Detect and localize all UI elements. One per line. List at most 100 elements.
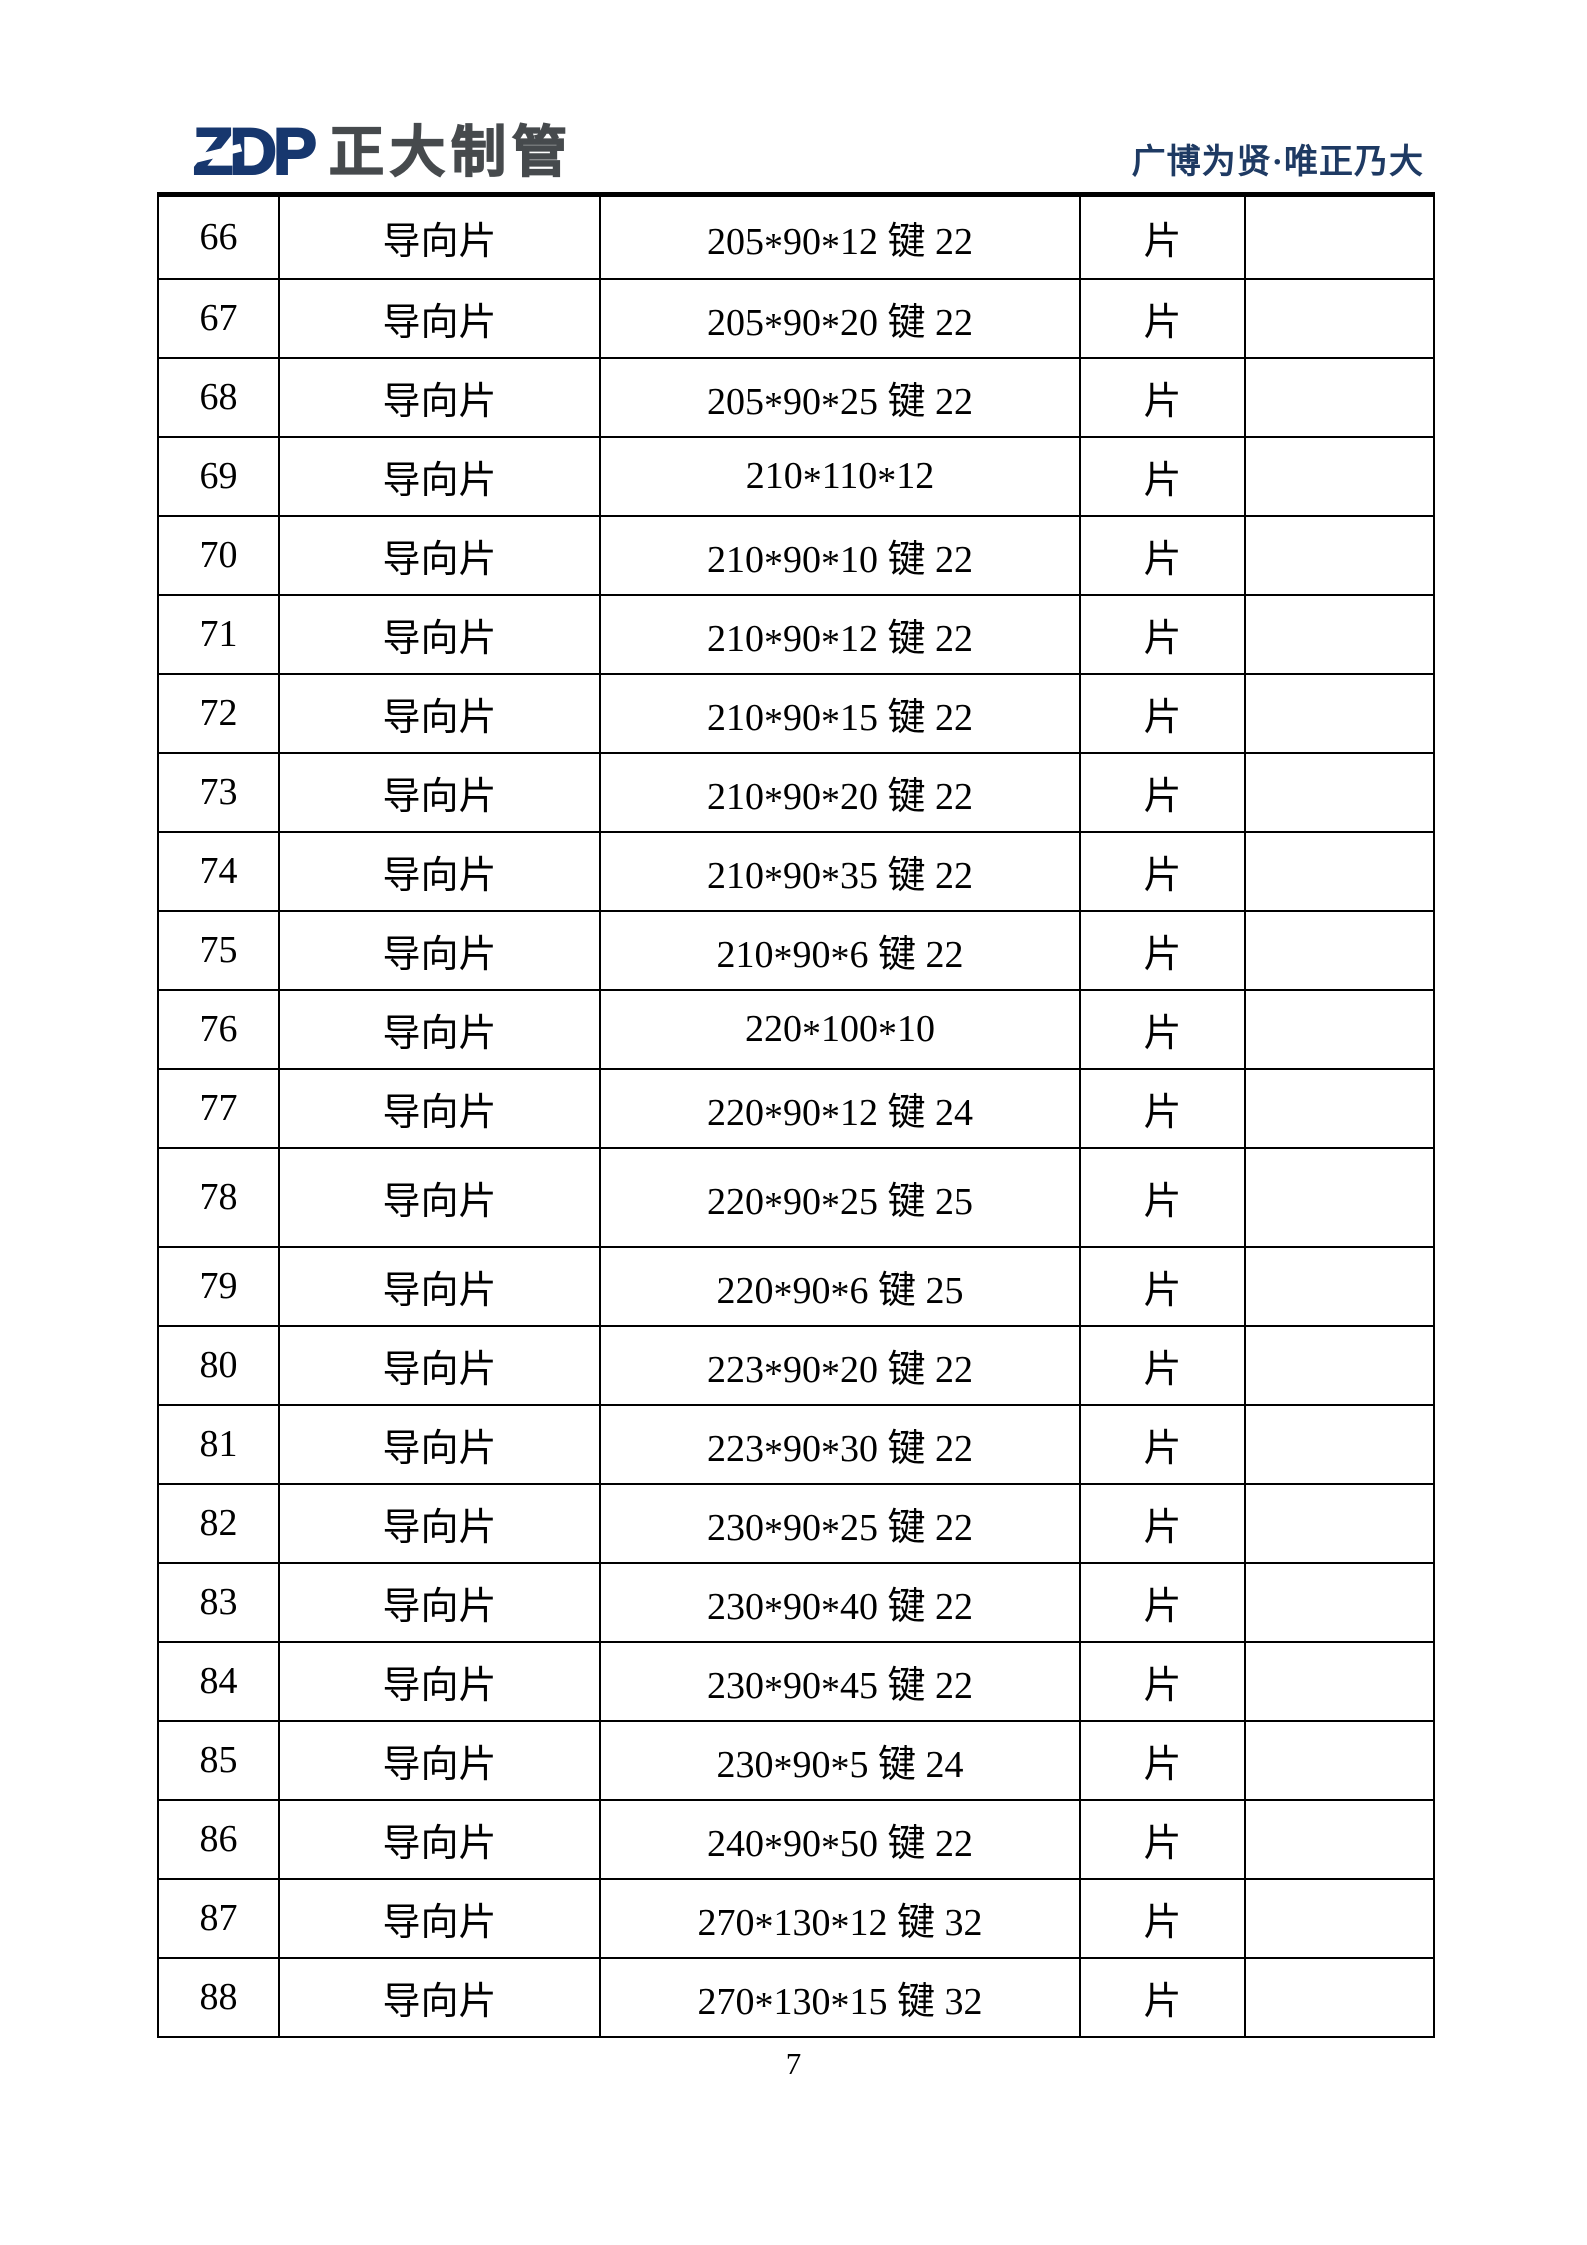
asterisk-separator: * <box>820 306 840 349</box>
cell-note <box>1244 1956 1435 2038</box>
table-row: 73 导向片 210*90*20 键 22 片 <box>157 751 1435 833</box>
asterisk-separator: * <box>820 701 840 744</box>
cell-part-name: 导向片 <box>278 1719 601 1801</box>
asterisk-separator: * <box>763 1827 783 1870</box>
cell-number: 68 <box>157 356 280 438</box>
parts-table-body: 66 导向片 205*90*12 键 22 片 67 导向片 205*90*20… <box>157 192 1435 2038</box>
asterisk-separator: * <box>754 1985 774 2028</box>
cell-note <box>1244 672 1435 754</box>
asterisk-separator: * <box>763 622 783 665</box>
asterisk-separator: * <box>830 938 850 981</box>
asterisk-separator: * <box>763 543 783 586</box>
cell-unit: 片 <box>1079 830 1246 912</box>
asterisk-separator: * <box>830 1906 850 1949</box>
cell-part-name: 导向片 <box>278 1640 601 1722</box>
cell-spec: 230*90*40 键 22 <box>599 1561 1081 1643</box>
cell-unit: 片 <box>1079 751 1246 833</box>
cell-number: 69 <box>157 435 280 517</box>
cell-note <box>1244 1324 1435 1406</box>
cell-unit: 片 <box>1079 1719 1246 1801</box>
asterisk-separator: * <box>763 1185 783 1228</box>
cell-part-name: 导向片 <box>278 1067 601 1149</box>
asterisk-separator: * <box>763 701 783 744</box>
asterisk-separator: * <box>820 622 840 665</box>
cell-number: 78 <box>157 1146 280 1248</box>
cell-note <box>1244 988 1435 1070</box>
cell-number: 67 <box>157 277 280 359</box>
cell-note <box>1244 593 1435 675</box>
asterisk-separator: * <box>820 1432 840 1475</box>
cell-unit: 片 <box>1079 277 1246 359</box>
cell-note <box>1244 514 1435 596</box>
table-row: 74 导向片 210*90*35 键 22 片 <box>157 830 1435 912</box>
cell-part-name: 导向片 <box>278 1324 601 1406</box>
cell-part-name: 导向片 <box>278 593 601 675</box>
cell-unit: 片 <box>1079 1482 1246 1564</box>
asterisk-separator: * <box>830 1274 850 1317</box>
cell-unit: 片 <box>1079 1403 1246 1485</box>
cell-note <box>1244 435 1435 517</box>
asterisk-separator: * <box>820 1669 840 1712</box>
cell-spec: 220*90*12 键 24 <box>599 1067 1081 1149</box>
table-row: 78 导向片 220*90*25 键 25 片 <box>157 1146 1435 1248</box>
cell-unit: 片 <box>1079 1561 1246 1643</box>
asterisk-separator: * <box>773 1748 793 1791</box>
cell-part-name: 导向片 <box>278 672 601 754</box>
asterisk-separator: * <box>820 1096 840 1139</box>
company-logo: ZDP 正大制管 <box>187 117 573 185</box>
cell-unit: 片 <box>1079 514 1246 596</box>
cell-unit: 片 <box>1079 909 1246 991</box>
asterisk-separator: * <box>763 1511 783 1554</box>
asterisk-separator: * <box>820 543 840 586</box>
table-row: 67 导向片 205*90*20 键 22 片 <box>157 277 1435 359</box>
logo-acronym: ZDP <box>192 114 318 188</box>
cell-number: 88 <box>157 1956 280 2038</box>
cell-number: 84 <box>157 1640 280 1722</box>
table-row: 69 导向片 210*110*12 片 <box>157 435 1435 517</box>
asterisk-separator: * <box>820 1353 840 1396</box>
cell-note <box>1244 751 1435 833</box>
asterisk-separator: * <box>820 1185 840 1228</box>
cell-number: 82 <box>157 1482 280 1564</box>
asterisk-separator: * <box>763 385 783 428</box>
cell-unit: 片 <box>1079 356 1246 438</box>
cell-number: 76 <box>157 988 280 1070</box>
cell-spec: 210*90*20 键 22 <box>599 751 1081 833</box>
asterisk-separator: * <box>763 1590 783 1633</box>
cell-spec: 220*90*6 键 25 <box>599 1245 1081 1327</box>
asterisk-separator: * <box>830 1985 850 2028</box>
cell-note <box>1244 909 1435 991</box>
cell-note <box>1244 277 1435 359</box>
cell-spec: 210*90*10 键 22 <box>599 514 1081 596</box>
cell-part-name: 导向片 <box>278 1877 601 1959</box>
cell-number: 72 <box>157 672 280 754</box>
table-row: 83 导向片 230*90*40 键 22 片 <box>157 1561 1435 1643</box>
asterisk-separator: * <box>802 1012 821 1055</box>
asterisk-separator: * <box>820 859 840 902</box>
asterisk-separator: * <box>820 1827 840 1870</box>
asterisk-separator: * <box>820 1590 840 1633</box>
asterisk-separator: * <box>878 1012 897 1055</box>
cell-unit: 片 <box>1079 1067 1246 1149</box>
asterisk-separator: * <box>820 225 840 268</box>
cell-number: 86 <box>157 1798 280 1880</box>
cell-spec: 223*90*30 键 22 <box>599 1403 1081 1485</box>
asterisk-separator: * <box>763 306 783 349</box>
cell-part-name: 导向片 <box>278 751 601 833</box>
cell-part-name: 导向片 <box>278 1482 601 1564</box>
page-number: 7 <box>785 2046 802 2081</box>
asterisk-separator: * <box>763 1669 783 1712</box>
asterisk-separator: * <box>830 1748 850 1791</box>
cell-note <box>1244 1877 1435 1959</box>
cell-note <box>1244 1798 1435 1880</box>
cell-number: 80 <box>157 1324 280 1406</box>
table-row: 79 导向片 220*90*6 键 25 片 <box>157 1245 1435 1327</box>
table-row: 77 导向片 220*90*12 键 24 片 <box>157 1067 1435 1149</box>
asterisk-separator: * <box>773 938 793 981</box>
cell-unit: 片 <box>1079 1146 1246 1248</box>
cell-spec: 270*130*12 键 32 <box>599 1877 1081 1959</box>
asterisk-separator: * <box>763 1432 783 1475</box>
cell-part-name: 导向片 <box>278 277 601 359</box>
cell-note <box>1244 1561 1435 1643</box>
